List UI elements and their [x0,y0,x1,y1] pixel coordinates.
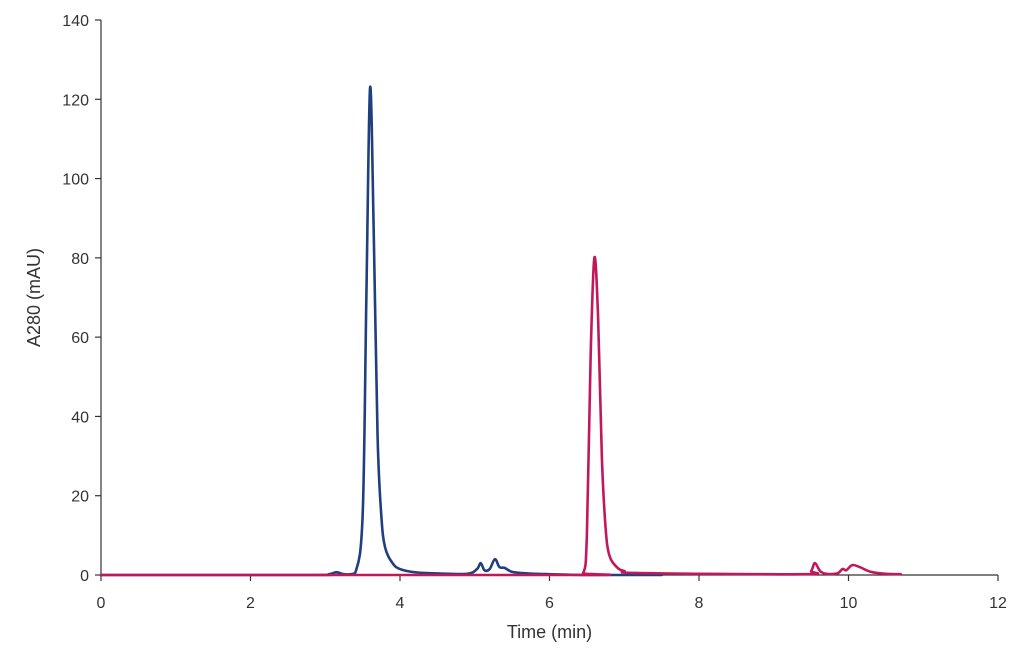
series-line-1 [99,85,663,577]
x-tick-label: 12 [989,595,1007,612]
x-axis-title: Time (min) [507,622,592,642]
y-tick-label: 100 [62,172,89,189]
x-tick-label: 0 [97,595,106,612]
y-tick-label: 120 [62,92,89,109]
x-tick-label: 8 [695,595,704,612]
y-axis-title: A280 (mAU) [24,248,44,347]
x-tick-label: 4 [396,595,405,612]
series-line-2 [99,255,903,577]
x-tick-label: 2 [246,595,255,612]
y-tick-label: 0 [80,568,89,585]
x-tick-label: 10 [840,595,858,612]
y-tick-label: 60 [71,330,89,347]
x-tick-label: 6 [545,595,554,612]
y-tick-label: 40 [71,409,89,426]
y-tick-label: 140 [62,13,89,30]
y-tick-label: 20 [71,489,89,506]
y-tick-label: 80 [71,251,89,268]
